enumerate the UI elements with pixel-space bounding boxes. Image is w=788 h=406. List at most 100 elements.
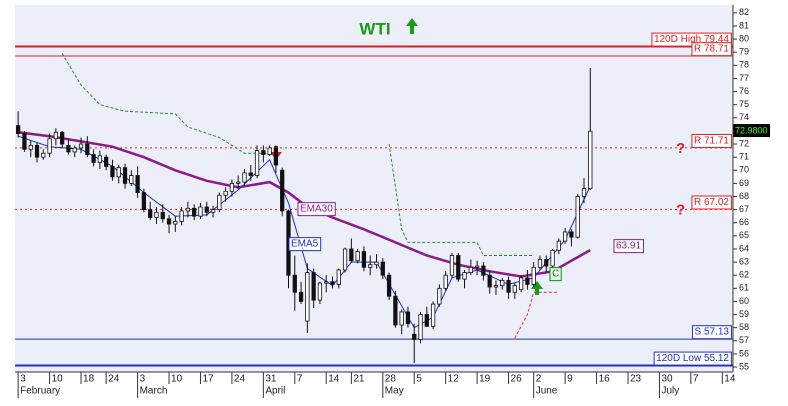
candle-body xyxy=(298,291,304,302)
candle-body xyxy=(135,175,140,193)
label-box xyxy=(613,239,644,254)
candle-body xyxy=(129,175,134,184)
candle-body xyxy=(179,210,184,222)
y-tick-label: 57 xyxy=(739,335,749,345)
candle-body xyxy=(85,143,90,155)
candle-body xyxy=(474,265,480,268)
x-tick-label: 3 xyxy=(20,374,26,385)
candle-body xyxy=(506,280,511,293)
candle-body xyxy=(173,221,178,225)
x-tick-label: 24 xyxy=(108,374,120,385)
marker: ? xyxy=(676,201,685,218)
candle-body xyxy=(374,261,379,266)
candle-body xyxy=(78,143,84,149)
month-label: July xyxy=(661,386,679,397)
label-box xyxy=(691,42,732,57)
candle-body xyxy=(116,167,121,178)
x-tick-label: 7 xyxy=(297,374,303,385)
label-box xyxy=(691,133,732,148)
y-tick-label: 79 xyxy=(739,47,749,57)
candle-body xyxy=(198,206,203,217)
overlay-name: EMA5 xyxy=(291,239,319,250)
candle-body xyxy=(185,207,191,212)
candle-body xyxy=(418,314,423,340)
x-tick-label: 5 xyxy=(416,374,422,385)
candle-body xyxy=(229,182,235,192)
x-tick-label: 24 xyxy=(234,374,246,385)
y-tick-label: 78 xyxy=(739,60,749,70)
candle-body xyxy=(424,314,429,327)
x-tick-label: 3 xyxy=(140,374,146,385)
candle-body xyxy=(468,266,473,273)
candle-body xyxy=(110,165,115,178)
candle-body xyxy=(512,285,517,293)
x-tick-label: 21 xyxy=(353,374,365,385)
candle-body xyxy=(72,147,77,153)
x-tick-label: 12 xyxy=(448,374,460,385)
candle-body xyxy=(581,188,587,197)
candle-body xyxy=(437,287,442,305)
level-label: R 71.71 xyxy=(694,135,729,146)
candle-body xyxy=(324,281,329,284)
candle-body xyxy=(236,181,241,184)
candle-body xyxy=(588,130,593,190)
y-tick-label: 81 xyxy=(739,20,749,30)
candle-body xyxy=(342,248,348,271)
candle-body xyxy=(531,266,536,285)
candle-body xyxy=(525,277,530,285)
level-label: S 57.13 xyxy=(695,327,730,338)
label-box xyxy=(297,202,336,217)
candle-body xyxy=(305,272,310,322)
y-tick-label: 62 xyxy=(739,270,749,280)
y-tick-label: 64 xyxy=(739,243,749,253)
candle-body xyxy=(160,211,165,220)
candle-body xyxy=(47,138,52,154)
candle-body xyxy=(355,251,360,262)
month-label: May xyxy=(385,386,404,397)
candle-body xyxy=(223,190,228,196)
candle-body xyxy=(261,150,266,155)
candle-body xyxy=(550,249,555,267)
candle-body xyxy=(462,272,467,280)
y-tick-label: 55 xyxy=(739,361,749,371)
overlay-line xyxy=(61,53,534,256)
candle-body xyxy=(330,281,335,285)
candle-body xyxy=(575,196,580,238)
y-tick-label: 67 xyxy=(739,204,749,214)
label-box xyxy=(692,325,732,340)
x-tick-label: 31 xyxy=(265,374,277,385)
level-label: R 67.02 xyxy=(694,197,729,208)
candle-body xyxy=(481,265,486,276)
x-tick-label: 14 xyxy=(328,374,340,385)
candle-body xyxy=(267,147,272,155)
overlay-name: EMA30 xyxy=(300,204,333,215)
overlay-line xyxy=(514,291,559,339)
candle-body xyxy=(456,255,461,280)
candle-body xyxy=(22,133,27,150)
y-tick-label: 68 xyxy=(739,191,749,201)
plot-area xyxy=(15,5,733,372)
candle-body xyxy=(361,251,367,268)
candle-body xyxy=(34,144,40,158)
x-tick-label: 7 xyxy=(693,374,699,385)
y-tick-label: 71 xyxy=(739,152,749,162)
x-tick-label: 10 xyxy=(52,374,64,385)
x-tick-label: 18 xyxy=(83,374,95,385)
plot: 5556575859606162636465666768697071727374… xyxy=(15,7,771,398)
candle-body xyxy=(399,311,404,326)
candle-body xyxy=(122,167,128,184)
y-tick-label: 65 xyxy=(739,230,749,240)
candle-body xyxy=(569,231,574,238)
candle-body xyxy=(292,274,297,293)
candle-body xyxy=(449,255,455,276)
candle-body xyxy=(317,282,323,301)
y-tick-label: 66 xyxy=(739,217,749,227)
x-tick-label: 14 xyxy=(724,374,736,385)
y-tick-label: 63 xyxy=(739,256,749,266)
candle-body xyxy=(154,211,159,218)
y-tick-label: 76 xyxy=(739,86,749,96)
candle-body xyxy=(166,218,172,225)
marker: C xyxy=(552,269,559,280)
candle-body xyxy=(311,272,316,301)
